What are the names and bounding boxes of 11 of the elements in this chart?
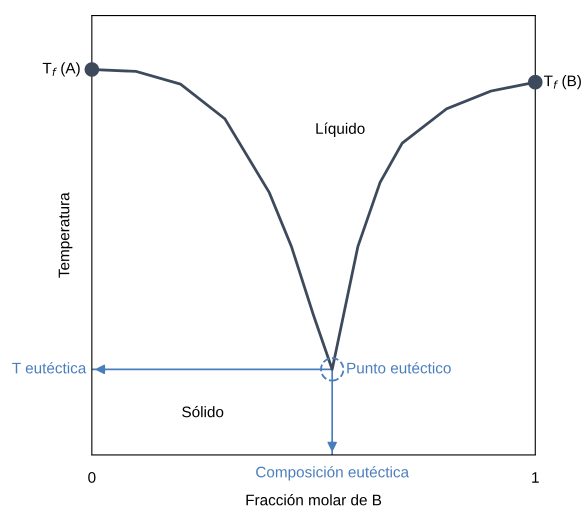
ref-line-label: T eutéctica (12, 362, 86, 374)
x-axis-title: Fracción molar de B (246, 494, 382, 506)
annotation: T$_{f}$ (B) (544, 75, 581, 90)
ref-line-label: Composición eutéctica (256, 466, 410, 480)
annotation: Sólido (182, 406, 224, 418)
annotation: T$_{f}$ (A) (42, 62, 80, 77)
annotation: Líquido (316, 122, 365, 137)
x-tick-label: 0 (88, 472, 96, 483)
y-axis-title: Temperatura (58, 192, 72, 278)
x-tick-label: 1 (532, 472, 539, 483)
annotation: Punto eutéctico (347, 362, 451, 374)
